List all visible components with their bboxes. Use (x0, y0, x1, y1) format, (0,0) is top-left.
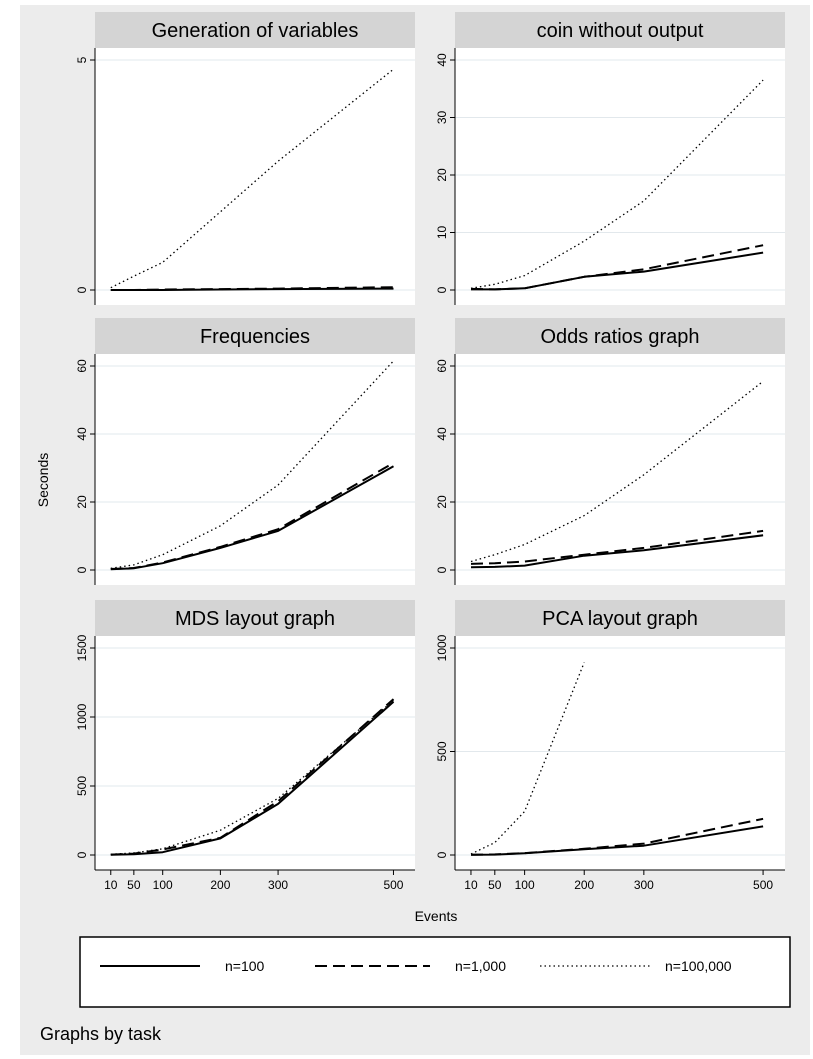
x-tick-label: 200 (210, 878, 230, 892)
x-tick-label: 50 (127, 878, 141, 892)
panel-generation-of-variables: Generation of variables 0 5 (75, 12, 415, 305)
plot-area (95, 354, 415, 585)
x-tick-label: 50 (488, 878, 502, 892)
y-tick-label: 0 (75, 851, 89, 858)
y-tick-label: 1000 (435, 634, 449, 661)
x-tick-label: 10 (104, 878, 118, 892)
legend-item-n-100: n=100 (100, 958, 265, 974)
y-tick-label: 1500 (75, 634, 89, 661)
x-tick-label: 500 (753, 878, 773, 892)
series-line-n-1-000 (110, 286, 394, 291)
y-tick-label: 40 (435, 427, 449, 441)
legend-item-n-1-000: n=1,000 (315, 958, 506, 974)
panel-header (95, 318, 415, 354)
series-line-n-100 (470, 534, 764, 569)
y-axis-label: Seconds (35, 453, 51, 507)
y-tick-label: 20 (435, 495, 449, 509)
y-tick-label: 0 (435, 851, 449, 858)
legend-item-n-100-000: n=100,000 (540, 958, 732, 974)
legend: n=100 n=1,000 n=100,000 (79, 936, 791, 1008)
series-line-n-100-000 (110, 360, 394, 569)
y-tick-label: 500 (435, 741, 449, 761)
y-tick-label: 60 (75, 359, 89, 373)
graphs-note: Graphs by task (40, 1024, 162, 1044)
x-tick-label: 200 (574, 878, 594, 892)
x-tick-label: 100 (515, 878, 535, 892)
legend-box (79, 936, 791, 1008)
panel-title: Frequencies (200, 326, 310, 348)
plot-area (455, 354, 785, 585)
panels: Generation of variables 0 5 coin without ou… (75, 12, 785, 892)
panel-header (95, 12, 415, 48)
plot-area (95, 48, 415, 305)
y-tick-label: 30 (435, 111, 449, 125)
panel-title: MDS layout graph (175, 608, 335, 630)
panel-header (455, 318, 785, 354)
series-line-n-1-000 (470, 817, 764, 856)
panel-header (455, 12, 785, 48)
y-tick-label: 5 (75, 56, 89, 63)
x-tick-label: 300 (268, 878, 288, 892)
x-tick-label: 500 (383, 878, 403, 892)
y-tick-label: 60 (435, 359, 449, 373)
x-tick-label: 10 (464, 878, 478, 892)
y-tick-label: 10 (435, 226, 449, 240)
legend-label: n=100,000 (665, 958, 732, 974)
x-tick-label: 100 (153, 878, 173, 892)
series-line-n-1-000 (470, 244, 764, 291)
panel-pca-layout-graph: PCA layout graph 0 500 1000 10 50 100 200 300 500 (435, 600, 785, 892)
legend-label: n=100 (225, 958, 265, 974)
panel-odds-ratios-graph: Odds ratios graph 0 20 40 60 (435, 318, 785, 585)
x-axis-label: Events (415, 908, 458, 924)
y-tick-label: 0 (75, 286, 89, 293)
x-tick-label: 300 (634, 878, 654, 892)
legend-label: n=1,000 (455, 958, 506, 974)
plot-area (455, 48, 785, 305)
y-tick-label: 1000 (75, 703, 89, 730)
y-tick-label: 0 (435, 286, 449, 293)
panel-header (455, 600, 785, 636)
panel-title: coin without output (537, 20, 704, 42)
y-tick-label: 40 (75, 427, 89, 441)
panel-title: Odds ratios graph (541, 326, 700, 348)
plot-area (95, 636, 415, 870)
y-tick-label: 0 (435, 566, 449, 573)
panel-coin-without-output: coin without output 0 10 20 30 40 (435, 12, 785, 305)
y-tick-label: 40 (435, 53, 449, 67)
plot-area (455, 636, 785, 870)
panel-header (95, 600, 415, 636)
series-line-n-100-000 (110, 699, 394, 855)
series-line-n-1-000 (470, 529, 764, 565)
series-line-n-1-000 (110, 462, 394, 570)
series-line-n-100-000 (470, 662, 585, 855)
panel-mds-layout-graph: MDS layout graph 0 500 1000 1500 10 50 100 200 30… (75, 600, 415, 892)
panel-title: PCA layout graph (542, 608, 698, 630)
y-tick-label: 20 (75, 495, 89, 509)
y-tick-label: 20 (435, 168, 449, 182)
panel-frequencies: Frequencies 0 20 40 60 (75, 318, 415, 585)
y-tick-label: 0 (75, 566, 89, 573)
y-tick-label: 500 (75, 776, 89, 796)
panel-title: Generation of variables (152, 20, 359, 42)
